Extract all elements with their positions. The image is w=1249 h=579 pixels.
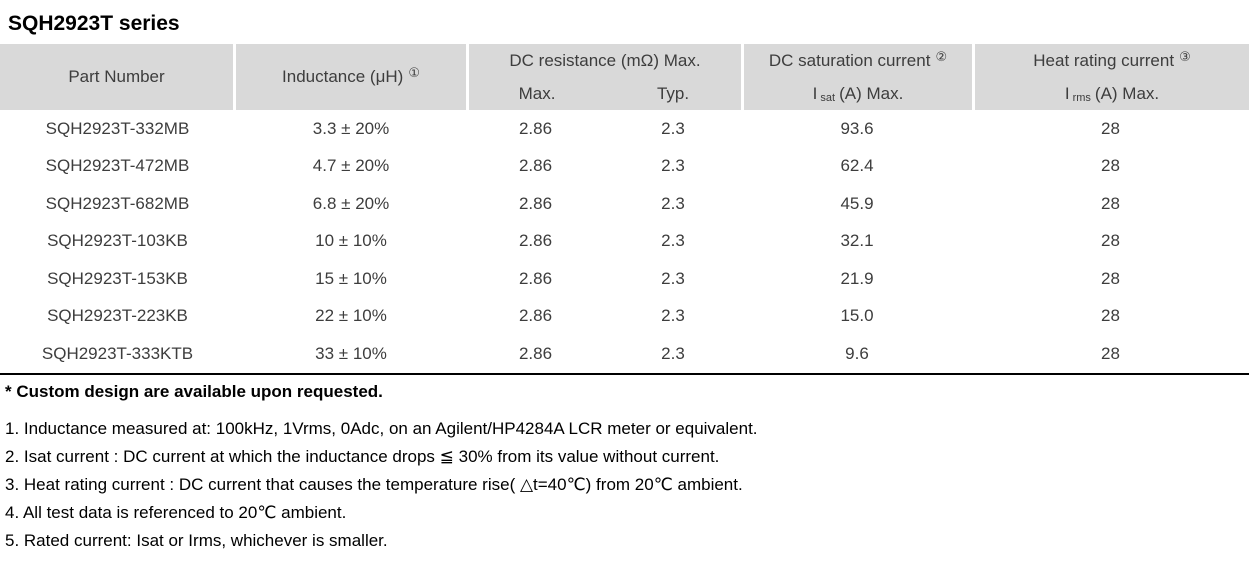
- part-number-cell: SQH2923T-333KTB: [41, 343, 194, 363]
- irms-cell: 28: [1101, 343, 1120, 363]
- inductance-cell: 22 ± 10%: [315, 306, 387, 326]
- header-dc-saturation-group: DC saturation current ②: [744, 44, 972, 77]
- isat-cell: 21.9: [840, 268, 874, 288]
- header-heat-rating-label: Heat rating current: [1033, 50, 1175, 70]
- footnotes-list: 1. Inductance measured at: 100kHz, 1Vrms…: [0, 408, 1249, 555]
- dcr-max-cell: 2.86: [518, 343, 553, 363]
- irms-cell: 28: [1101, 118, 1120, 138]
- isat-cell: 9.6: [845, 343, 869, 363]
- table-row: SQH2923T-223KB 22 ± 10% 2.86 2.3 15.0 28: [0, 298, 1249, 336]
- part-number-cell: SQH2923T-103KB: [47, 231, 188, 251]
- note-ref-1: ①: [408, 65, 420, 80]
- irms-symbol: I: [1064, 83, 1070, 103]
- irms-cell: 28: [1101, 268, 1120, 288]
- footnote-1: 1. Inductance measured at: 100kHz, 1Vrms…: [5, 418, 758, 438]
- isat-cell: 15.0: [840, 306, 874, 326]
- dcr-max-cell: 2.86: [518, 156, 553, 176]
- table-body: SQH2923T-332MB 3.3 ± 20% 2.86 2.3 93.6 2…: [0, 110, 1249, 375]
- part-number-cell: SQH2923T-223KB: [47, 306, 188, 326]
- footnote-3: 3. Heat rating current : DC current that…: [5, 474, 743, 494]
- irms-cell: 28: [1101, 231, 1120, 251]
- dcr-typ-cell: 2.3: [661, 343, 685, 363]
- header-part-number-label: Part Number: [68, 67, 165, 86]
- table-row: SQH2923T-682MB 6.8 ± 20% 2.86 2.3 45.9 2…: [0, 185, 1249, 223]
- header-inductance: Inductance (μH) ①: [236, 44, 466, 110]
- dcr-typ-cell: 2.3: [661, 268, 685, 288]
- header-dc-resistance: DC resistance (mΩ) Max. Max. Typ.: [469, 44, 741, 110]
- page-title: SQH2923T series: [8, 12, 180, 35]
- header-heat-rating-group: Heat rating current ③: [975, 44, 1249, 77]
- header-dc-resistance-sub: Max. Typ.: [469, 77, 741, 110]
- table-row: SQH2923T-333KTB 33 ± 10% 2.86 2.3 9.6 28: [0, 335, 1249, 373]
- header-part-number: Part Number: [0, 44, 233, 110]
- header-inductance-label: Inductance (μH): [282, 67, 404, 86]
- inductance-cell: 10 ± 10%: [315, 231, 387, 251]
- isat-symbol: I: [812, 83, 818, 103]
- header-dc-resistance-label: DC resistance (mΩ) Max.: [509, 50, 701, 70]
- note-ref-3: ③: [1179, 48, 1191, 64]
- table-row: SQH2923T-332MB 3.3 ± 20% 2.86 2.3 93.6 2…: [0, 110, 1249, 148]
- irms-cell: 28: [1101, 193, 1120, 213]
- header-dcr-typ: Typ.: [656, 83, 690, 103]
- dcr-typ-cell: 2.3: [661, 156, 685, 176]
- part-number-cell: SQH2923T-332MB: [45, 118, 190, 138]
- isat-cell: 62.4: [840, 156, 874, 176]
- isat-cell: 45.9: [840, 193, 874, 213]
- table-row: SQH2923T-153KB 15 ± 10% 2.86 2.3 21.9 28: [0, 260, 1249, 298]
- part-number-cell: SQH2923T-472MB: [45, 156, 190, 176]
- table-header: Part Number Inductance (μH) ① DC resistan…: [0, 44, 1249, 110]
- isat-cell: 93.6: [840, 118, 874, 138]
- footnote-2: 2. Isat current : DC current at which th…: [5, 446, 720, 466]
- isat-cell: 32.1: [840, 231, 874, 251]
- isat-subscript: sat: [820, 91, 836, 104]
- header-dc-saturation-label: DC saturation current: [768, 50, 931, 70]
- dcr-typ-cell: 2.3: [661, 231, 685, 251]
- dcr-max-cell: 2.86: [518, 268, 553, 288]
- header-dc-resistance-group: DC resistance (mΩ) Max.: [469, 44, 741, 77]
- inductance-cell: 3.3 ± 20%: [312, 118, 390, 138]
- dcr-typ-cell: 2.3: [661, 193, 685, 213]
- irms-subscript: rms: [1072, 91, 1091, 104]
- dcr-typ-cell: 2.3: [661, 118, 685, 138]
- table-row: SQH2923T-103KB 10 ± 10% 2.86 2.3 32.1 28: [0, 223, 1249, 261]
- irms-cell: 28: [1101, 306, 1120, 326]
- footnote-4: 4. All test data is referenced to 20℃ am…: [5, 502, 347, 522]
- irms-unit-label: (A) Max.: [1094, 83, 1160, 103]
- note-ref-2: ②: [935, 48, 948, 64]
- dcr-max-cell: 2.86: [518, 193, 553, 213]
- part-number-cell: SQH2923T-682MB: [45, 193, 190, 213]
- inductance-cell: 6.8 ± 20%: [312, 193, 390, 213]
- dcr-typ-cell: 2.3: [661, 306, 685, 326]
- table-row: SQH2923T-472MB 4.7 ± 20% 2.86 2.3 62.4 2…: [0, 148, 1249, 186]
- inductance-cell: 15 ± 10%: [315, 268, 387, 288]
- part-number-cell: SQH2923T-153KB: [47, 268, 188, 288]
- footnote-5: 5. Rated current: Isat or Irms, whicheve…: [5, 530, 388, 550]
- isat-unit-label: (A) Max.: [839, 83, 904, 103]
- dcr-max-cell: 2.86: [518, 118, 553, 138]
- irms-cell: 28: [1101, 156, 1120, 176]
- inductance-cell: 4.7 ± 20%: [312, 156, 390, 176]
- header-dcr-max: Max.: [518, 83, 556, 103]
- dcr-max-cell: 2.86: [518, 231, 553, 251]
- dcr-max-cell: 2.86: [518, 306, 553, 326]
- inductance-cell: 33 ± 10%: [315, 343, 387, 363]
- custom-design-note: * Custom design are available upon reque…: [5, 381, 383, 401]
